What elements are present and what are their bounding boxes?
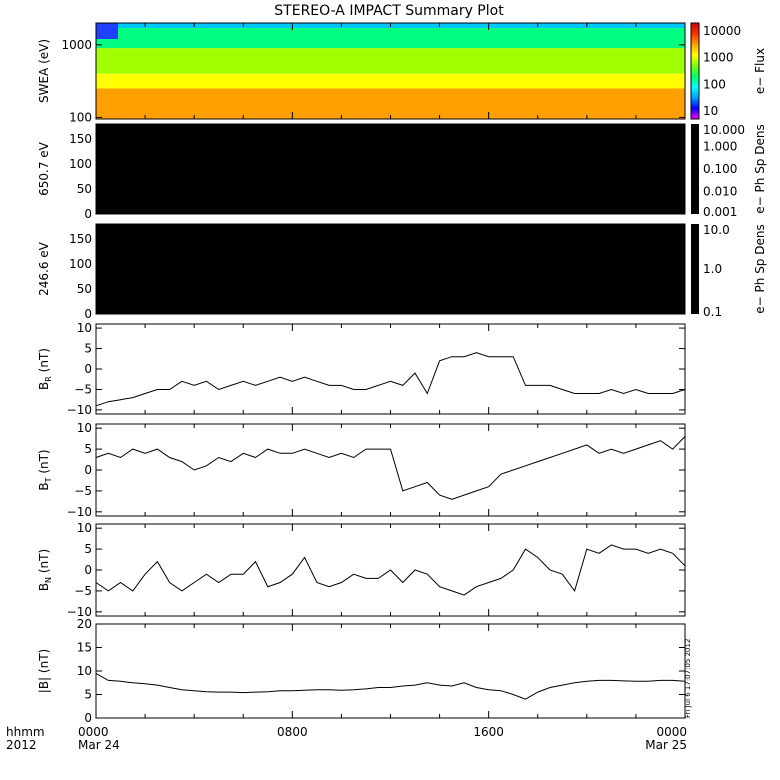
panel-bt: 10 5 0 −5 −10 BT (nT) [37,421,686,519]
y-axis-label: 650.7 eV [37,141,51,196]
y-tick-label: 5 [84,342,92,356]
colorbar-tick-label: 1.000 [703,140,737,154]
y-tick-label: 1000 [61,38,92,52]
y-tick-label: 150 [69,232,92,246]
y-tick-label: 0 [84,711,92,725]
time-tick-label: 0000 [78,725,109,739]
y-tick-label: 20 [77,617,92,631]
y-tick-label: 50 [77,282,92,296]
panel-frame [95,423,686,517]
colorbar-tick-label: 1.0 [703,262,722,276]
colorbar-tick-label: 10 [703,104,718,118]
colorbar-tick-label: 10.0 [703,223,730,237]
y-tick-label: −10 [67,505,92,519]
colorbar-label: e− Flux [753,48,767,94]
y-axis-label: BN (nT) [37,549,53,591]
y-axis-label: SWEA (eV) [37,39,51,103]
panel-frame [95,623,686,719]
y-tick-label: 0 [84,307,92,321]
series-line [95,544,686,596]
time-tick-label: 0800 [277,725,308,739]
panel-pad650: 0 50 100 150 650.7 eV 10.000 1.000 0.100 0.010 0.… [37,123,767,221]
panel-br: 10 5 0 −5 −10 BR (nT) [37,321,686,417]
time-axis-label-hhmm: hhmm [6,725,45,739]
y-tick-label: 100 [69,157,92,171]
time-tick-label: 1600 [473,725,504,739]
panel-pad246: 0 50 100 150 246.6 eV 10.0 1.0 0.1 e− Ph Sp Dens [37,223,767,321]
swea-spectrogram [96,23,685,119]
panel-swea: 100 1000 SWEA (eV) 10 100 1000 10000 e− Flux [37,22,767,124]
spectrogram-band [96,88,685,119]
colorbar-label: e− Ph Sp Dens [753,124,767,213]
y-tick-label: 5 [84,542,92,556]
y-tick-label: 10 [77,664,92,678]
time-axis-label-year: 2012 [6,738,37,752]
y-tick-label: 0 [84,207,92,221]
y-tick-label: 0 [84,463,92,477]
y-tick-label: 10 [77,521,92,535]
spectrogram-low-flux-patch [96,23,118,39]
y-tick-label: 10 [77,421,92,435]
colorbar [691,224,699,314]
colorbar-tick-label: 10.000 [703,123,745,137]
plot-title: STEREO-A IMPACT Summary Plot [274,3,504,19]
series-line [95,672,686,700]
panel-bn: 10 5 0 −5 −10 BN (nT) [37,521,686,619]
series-line [95,352,686,407]
y-tick-label: 100 [69,257,92,271]
y-tick-label: 10 [77,321,92,335]
y-tick-label: 5 [84,442,92,456]
y-tick-label: 5 [84,688,92,702]
series-line [95,436,686,500]
colorbar-tick-label: 0.100 [703,162,737,176]
time-tick-date: Mar 25 [645,738,687,752]
y-tick-label: 50 [77,182,92,196]
y-tick-label: −10 [67,605,92,619]
time-tick-label: 0000 [656,725,687,739]
y-tick-label: −10 [67,403,92,417]
y-tick-label: 15 [77,641,92,655]
y-tick-label: 0 [84,563,92,577]
y-axis-label: BR (nT) [37,348,53,390]
y-tick-label: 150 [69,132,92,146]
panel-frame [95,323,686,415]
y-axis-label: 246.6 eV [37,241,51,296]
colorbar-tick-label: 1000 [703,51,734,65]
colorbar [690,22,700,120]
spectrogram-band [96,28,685,49]
y-tick-label: −5 [74,484,92,498]
colorbar-tick-label: 0.010 [703,185,737,199]
panel-bmag: 20 15 10 5 0 |B| (nT) [37,617,686,725]
y-tick-label: 100 [69,110,92,124]
colorbar [691,124,699,214]
spectrogram-band [96,73,685,89]
colorbar-tick-label: 10000 [703,24,741,38]
generation-timestamp: Fri Jul 6 17:07:05 2012 [684,639,692,718]
y-axis-label: |B| (nT) [37,649,51,693]
spectrogram-band [96,48,685,74]
colorbar-label: e− Ph Sp Dens [753,224,767,313]
y-tick-label: −5 [74,382,92,396]
pad-spectrogram [96,124,685,214]
y-tick-label: 0 [84,362,92,376]
colorbar-tick-label: 0.001 [703,205,737,219]
time-tick-date: Mar 24 [78,738,120,752]
colorbar-tick-label: 100 [703,77,726,91]
colorbar-tick-label: 0.1 [703,305,722,319]
y-axis-label: BT (nT) [37,449,53,490]
y-tick-label: −5 [74,584,92,598]
pad-spectrogram [96,224,685,314]
